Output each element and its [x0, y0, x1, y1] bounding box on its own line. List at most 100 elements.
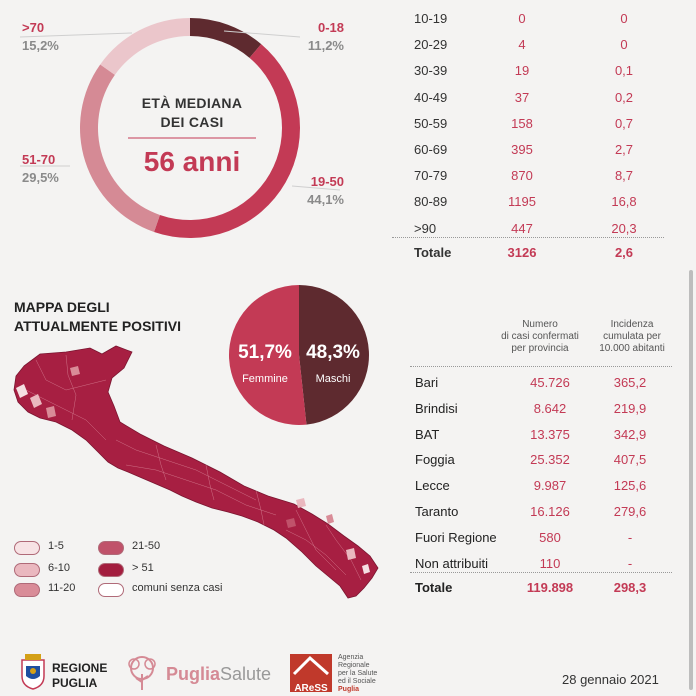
age-group: >90	[414, 220, 437, 236]
province-cases: 8.642	[533, 400, 567, 416]
province-table-row: Non attribuiti 110 -	[410, 556, 670, 582]
province-cases: 580	[539, 529, 561, 545]
province-total-incidence: 298,3	[613, 580, 647, 595]
age-group: 20-29	[414, 37, 448, 53]
median-age-title: ETÀ MEDIANA DEI CASI	[112, 94, 272, 132]
donut-slice-018	[190, 18, 262, 58]
age-total-incidence: 2,6	[614, 245, 634, 260]
age-donut-chart	[19, 18, 341, 239]
age-cases: 158	[511, 115, 533, 131]
leader-line-19-50	[291, 185, 341, 191]
header-cases: Numero di casi confermati per provincia	[490, 319, 590, 355]
header-inc-line3: 10.000 abitanti	[599, 343, 665, 354]
age-incidence: 0,1	[614, 63, 634, 79]
age-group: 60-69	[414, 142, 448, 157]
puglia-region-shape	[13, 345, 379, 599]
legend-swatch	[14, 563, 40, 577]
slice-label-51-70: 51-70	[22, 152, 56, 167]
province-cases: 110	[539, 555, 561, 571]
age-table-total-row: Totale 3126 2,6	[392, 245, 664, 271]
gender-pie-chart	[229, 285, 370, 425]
regione-puglia-logo-text: REGIONE PUGLIA	[52, 661, 107, 691]
age-incidence: 0	[620, 37, 628, 53]
median-age-title-line1: ETÀ MEDIANA	[141, 95, 243, 111]
province-incidence: 125,6	[613, 478, 647, 494]
regione-line1: REGIONE	[52, 661, 108, 675]
province-name: Fuori Regione	[415, 529, 497, 545]
legend-label: 6-10	[48, 562, 71, 574]
province-table-total-row: Totale 119.898 298,3	[410, 580, 670, 606]
province-cases: 13.375	[530, 426, 570, 442]
age-incidence: 20,3	[611, 220, 637, 236]
puglia-salute-a: Puglia	[166, 664, 221, 684]
province-total-label: Totale	[415, 580, 453, 595]
vertical-scrollbar[interactable]	[689, 270, 693, 690]
province-table-row: Brindisi 8.642 219,9	[410, 401, 670, 427]
gender-slice-male	[299, 285, 370, 425]
legend-swatch	[98, 583, 124, 597]
slice-label-0-18: 0-18	[317, 20, 344, 35]
slice-label-19-50: 19-50	[310, 174, 344, 189]
donut-slices	[80, 18, 300, 239]
age-total-label: Totale	[414, 245, 452, 260]
low-case-municipalities	[16, 366, 370, 574]
province-cases: 45.726	[530, 375, 570, 390]
regione-puglia-emblem	[21, 654, 45, 690]
province-table-row: Fuori Regione 580 -	[410, 530, 670, 556]
age-cases: 395	[511, 142, 533, 157]
slice-label-gt70: >70	[22, 20, 45, 35]
map-title-line1: MAPPA DEGLI	[14, 299, 110, 315]
header-cases-line1: Numero	[522, 319, 558, 330]
report-date: 28 gennaio 2021	[562, 672, 659, 687]
age-group: 80-89	[414, 194, 448, 210]
header-cases-line3: per provincia	[511, 343, 569, 354]
province-name: Lecce	[415, 478, 450, 494]
province-header-divider	[410, 366, 672, 367]
aress-logo-icon: AReSS	[290, 654, 332, 694]
donut-slice-70	[100, 18, 190, 75]
aress-line5: Puglia	[338, 686, 360, 693]
age-incidence: 16,8	[611, 194, 637, 210]
province-table-row: BAT 13.375 342,9	[410, 427, 670, 453]
province-cases: 16.126	[530, 504, 570, 519]
province-name: BAT	[415, 426, 440, 442]
province-incidence: 219,9	[613, 400, 647, 416]
province-table-row: Lecce 9.987 125,6	[410, 478, 670, 504]
age-cases: 19	[514, 63, 530, 79]
slice-pct-0-18: 11,2%	[307, 38, 344, 53]
province-name: Bari	[415, 375, 439, 390]
province-name: Foggia	[415, 452, 455, 468]
age-cases: 37	[514, 89, 530, 105]
gender-slices	[229, 285, 370, 425]
aress-line1: Agenzia	[338, 654, 364, 661]
age-table-row: >90 447 20,3	[392, 221, 664, 247]
age-group: 50-59	[414, 115, 448, 131]
age-cases: 4	[518, 37, 526, 53]
puglia-salute-tree-icon	[128, 656, 156, 690]
slice-pct-51-70: 29,5%	[22, 170, 59, 185]
donut-slice-5170	[80, 64, 160, 232]
province-cases: 25.352	[530, 452, 570, 468]
province-incidence: -	[627, 529, 633, 545]
age-table-row: 50-59 158 0,7	[392, 116, 664, 142]
legend-swatch	[98, 563, 124, 577]
legend-label: comuni senza casi	[132, 582, 223, 594]
aress-line4: ed il Sociale	[338, 678, 376, 685]
age-table-row: 20-29 4 0	[392, 37, 664, 63]
province-table-divider	[410, 572, 672, 573]
donut-slice-1950	[154, 44, 300, 239]
legend-label: 11-20	[48, 582, 76, 594]
legend-swatch	[98, 541, 124, 555]
legend-swatch	[14, 583, 40, 597]
header-inc-line2: cumulata per	[603, 331, 661, 342]
puglia-salute-logo-text: PugliaSalute	[166, 664, 271, 685]
aress-line2: Regionale	[338, 662, 370, 669]
province-incidence: 365,2	[613, 375, 647, 390]
province-table-row: Foggia 25.352 407,5	[410, 452, 670, 478]
age-table-row: 70-79 870 8,7	[392, 168, 664, 194]
slice-pct-gt70: 15,2%	[22, 38, 59, 53]
median-age-title-line2: DEI CASI	[160, 114, 224, 130]
age-group: 70-79	[414, 168, 448, 184]
age-table-row: 80-89 1195 16,8	[392, 194, 664, 220]
leader-line-gt70	[19, 32, 133, 38]
